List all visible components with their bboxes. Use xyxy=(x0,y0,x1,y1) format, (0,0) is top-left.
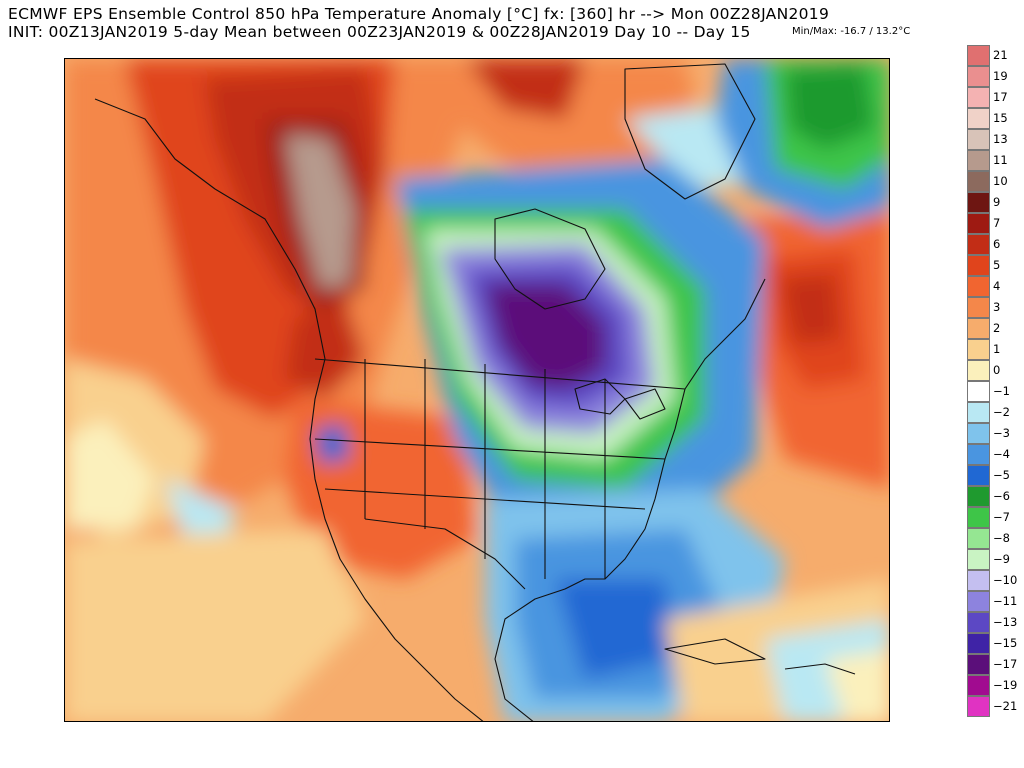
legend-swatch xyxy=(967,591,990,612)
legend-swatch xyxy=(967,570,990,591)
legend-swatch xyxy=(967,276,990,297)
legend-swatch xyxy=(967,633,990,654)
legend-swatch xyxy=(967,675,990,696)
legend-swatch xyxy=(967,171,990,192)
legend-swatch xyxy=(967,423,990,444)
legend-label: −9 xyxy=(993,552,1010,566)
legend-label: −5 xyxy=(993,468,1010,482)
legend-label: 17 xyxy=(993,90,1008,104)
legend-label: −7 xyxy=(993,510,1010,524)
legend-label: −15 xyxy=(993,636,1018,650)
legend-swatch xyxy=(967,402,990,423)
legend-label: 5 xyxy=(993,258,1001,272)
legend-swatch xyxy=(967,318,990,339)
legend-label: 13 xyxy=(993,132,1008,146)
legend-label: −4 xyxy=(993,447,1010,461)
legend-label: 2 xyxy=(993,321,1001,335)
legend-label: 10 xyxy=(993,174,1008,188)
legend-label: 0 xyxy=(993,363,1001,377)
legend-label: 1 xyxy=(993,342,1001,356)
legend-label: −19 xyxy=(993,678,1018,692)
legend-label: 7 xyxy=(993,216,1001,230)
legend-swatch xyxy=(967,45,990,66)
legend-swatch xyxy=(967,339,990,360)
legend-label: −10 xyxy=(993,573,1018,587)
chart-title: ECMWF EPS Ensemble Control 850 hPa Tempe… xyxy=(8,5,830,23)
color-legend: 21 19 17 15 13 11 10 9 7 6 5 4 3 2 1 0 −1 −2 −3 −4 −5 −6 −7 −8−… xyxy=(967,45,1023,721)
legend-swatch xyxy=(967,234,990,255)
legend-swatch xyxy=(967,129,990,150)
legend-swatch xyxy=(967,486,990,507)
legend-swatch xyxy=(967,87,990,108)
legend-swatch xyxy=(967,381,990,402)
legend-swatch xyxy=(967,444,990,465)
legend-label: −13 xyxy=(993,615,1018,629)
legend-swatch xyxy=(967,108,990,129)
legend-label: 19 xyxy=(993,69,1008,83)
legend-label: 6 xyxy=(993,237,1001,251)
legend-label: −8 xyxy=(993,531,1010,545)
legend-label: −6 xyxy=(993,489,1010,503)
legend-label: 4 xyxy=(993,279,1001,293)
legend-swatch xyxy=(967,465,990,486)
legend-swatch xyxy=(967,66,990,87)
legend-swatch xyxy=(967,297,990,318)
legend-swatch xyxy=(967,549,990,570)
legend-swatch xyxy=(967,150,990,171)
legend-label: 11 xyxy=(993,153,1008,167)
legend-swatch xyxy=(967,528,990,549)
legend-label: −11 xyxy=(993,594,1018,608)
legend-swatch xyxy=(967,213,990,234)
legend-label: 15 xyxy=(993,111,1008,125)
init-valid-info: INIT: 00Z13JAN2019 5-day Mean between 00… xyxy=(8,23,751,41)
legend-label: −1 xyxy=(993,384,1010,398)
legend-swatch xyxy=(967,192,990,213)
legend-label: −2 xyxy=(993,405,1010,419)
legend-swatch xyxy=(967,507,990,528)
legend-swatch xyxy=(967,612,990,633)
legend-swatch xyxy=(967,360,990,381)
legend-swatch xyxy=(967,654,990,675)
legend-label: 3 xyxy=(993,300,1001,314)
legend-label: −21 xyxy=(993,699,1018,713)
legend-swatch xyxy=(967,696,990,717)
min-max-readout: Min/Max: -16.7 / 13.2°C xyxy=(792,26,911,37)
legend-swatch xyxy=(967,255,990,276)
legend-label: −17 xyxy=(993,657,1018,671)
legend-label: 21 xyxy=(993,48,1008,62)
legend-label: 9 xyxy=(993,195,1001,209)
temperature-anomaly-map xyxy=(64,58,890,722)
legend-label: −3 xyxy=(993,426,1010,440)
